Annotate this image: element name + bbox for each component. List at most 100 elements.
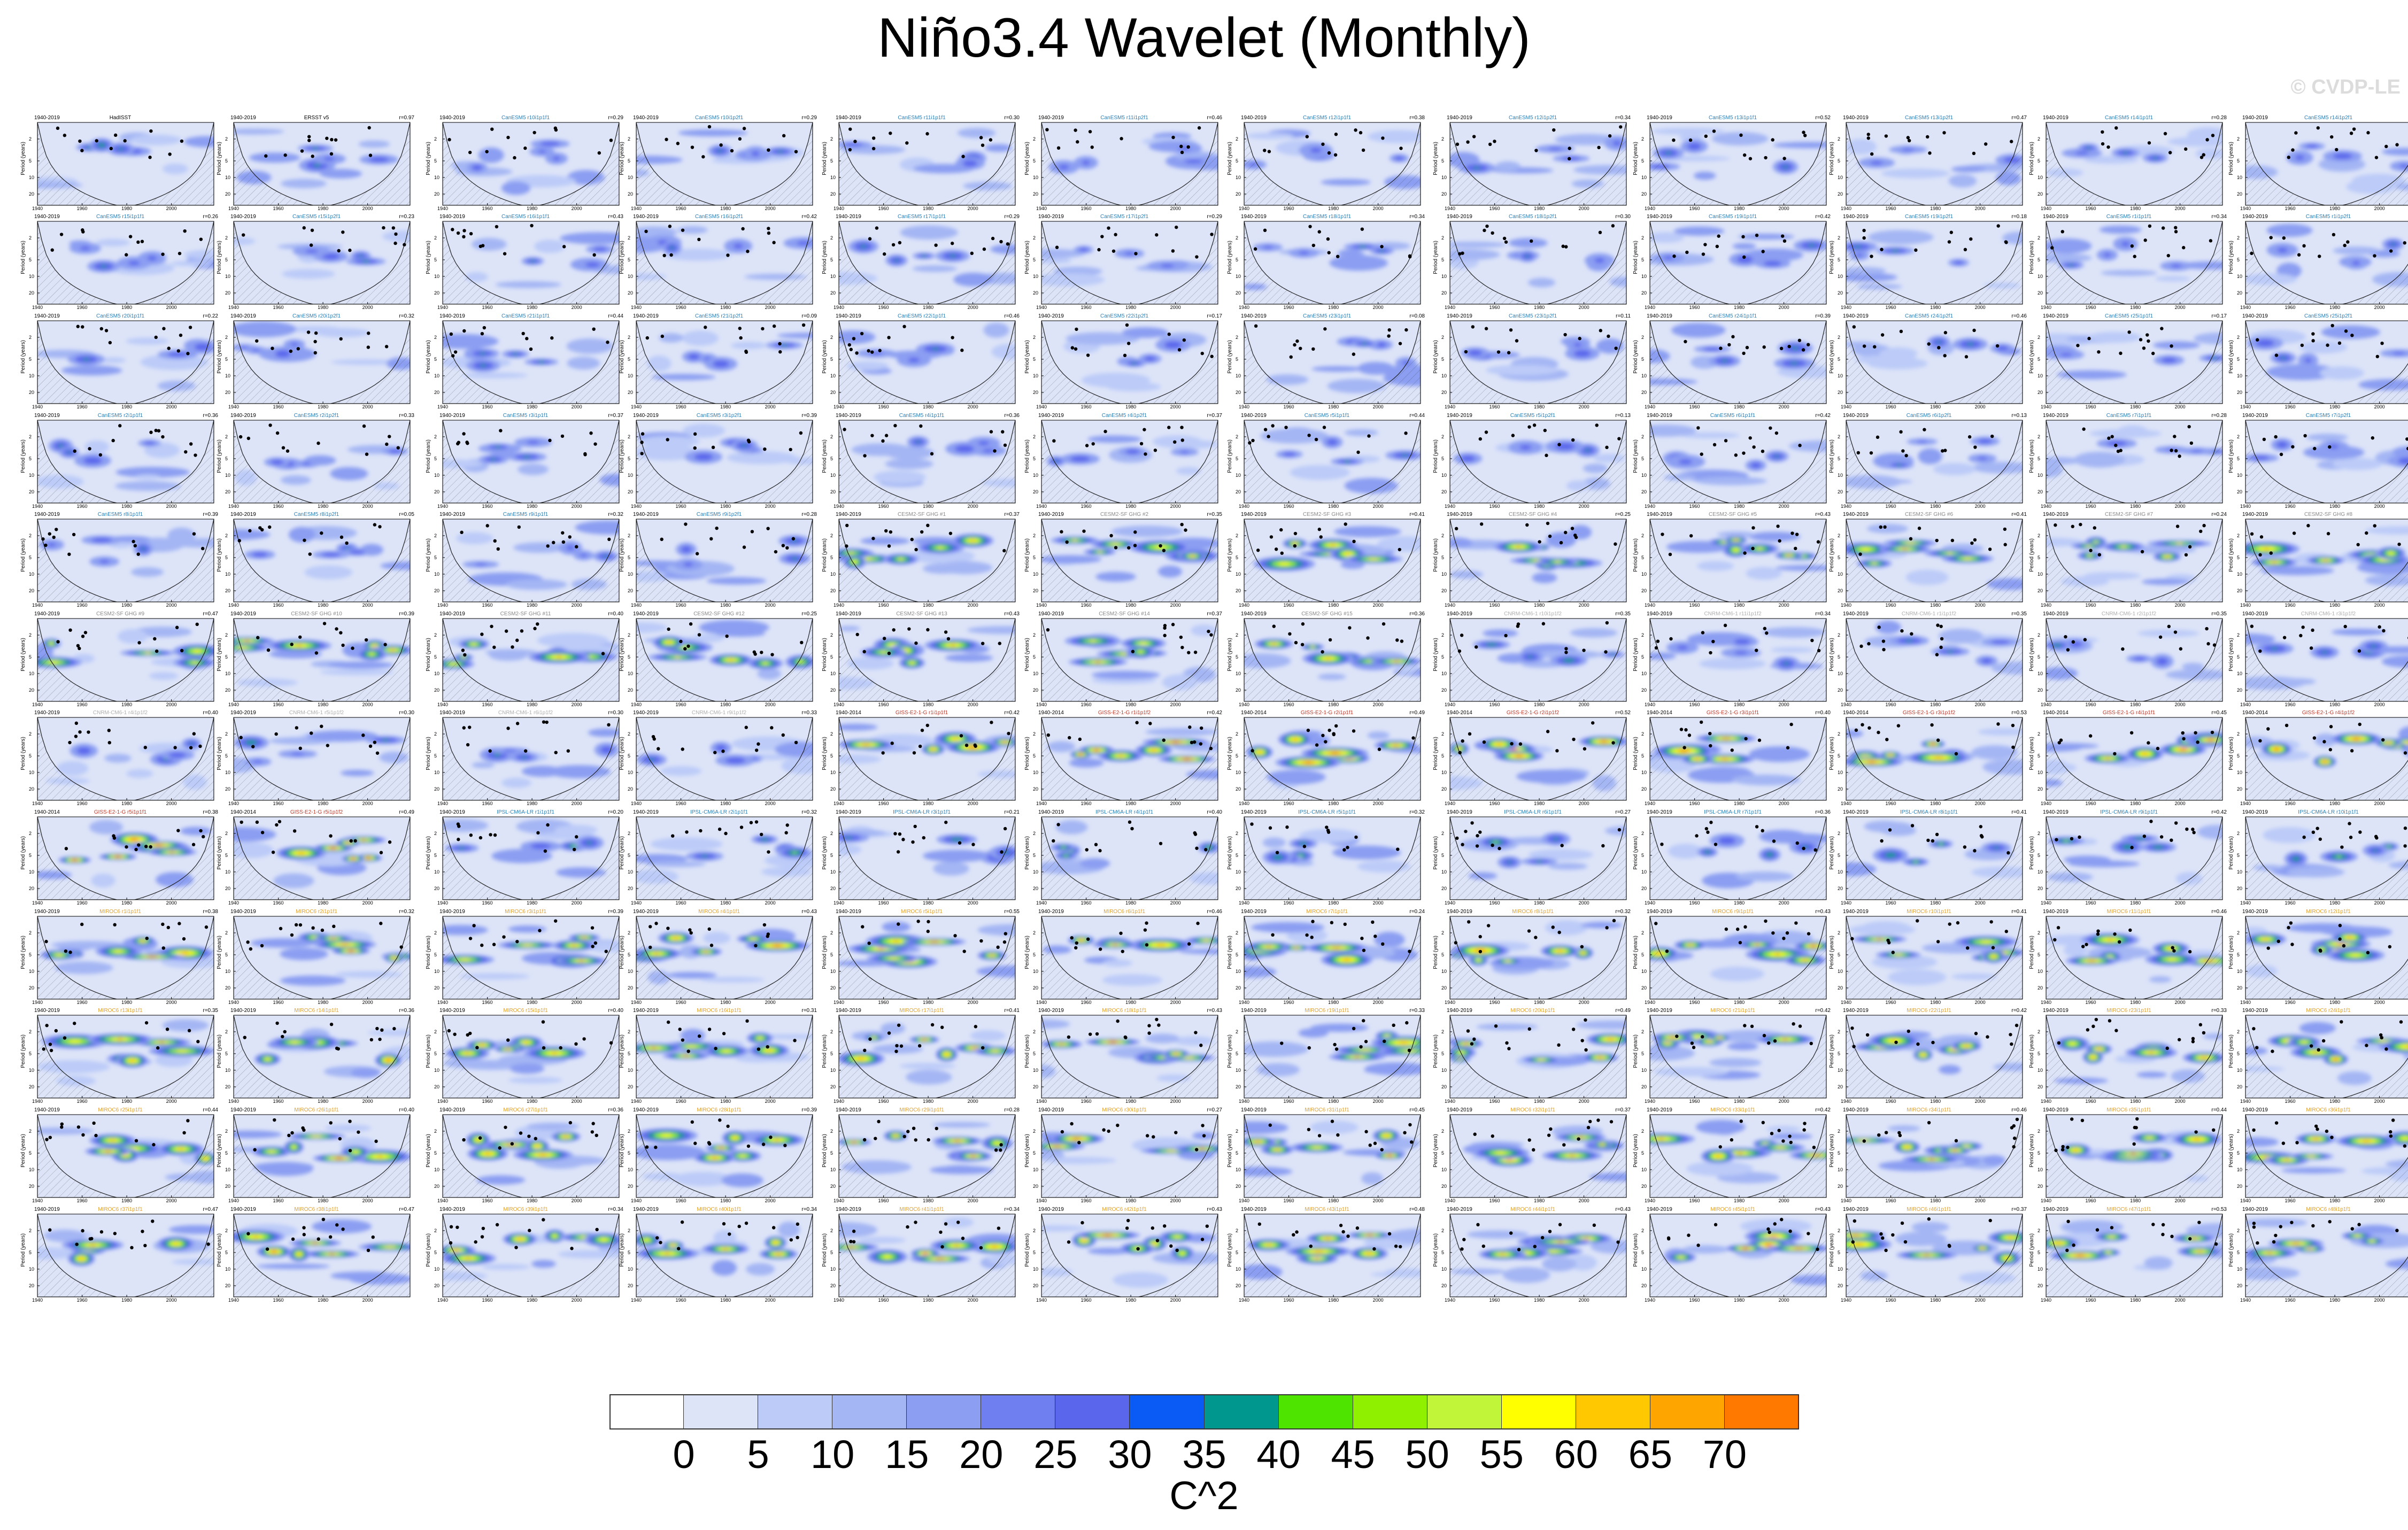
y-tick-label: 10 — [434, 670, 440, 676]
x-tick-label: 1940 — [2041, 504, 2052, 509]
significance-dot — [268, 525, 272, 529]
cone-of-influence-hatch — [234, 519, 410, 602]
significance-dot — [490, 127, 494, 131]
y-tick-label: 2 — [1838, 731, 1841, 737]
significance-dot — [912, 751, 916, 755]
wavelet-panel: 1940-2019 CanESM5 r21i1p1f1 r=0.44 Period (… — [426, 312, 624, 411]
cone-of-influence-hatch — [1846, 321, 2023, 404]
power-blob — [1330, 544, 1336, 546]
x-tick-label: 1940 — [2041, 206, 2052, 211]
significance-dot — [2158, 635, 2163, 639]
power-blob — [1583, 463, 1608, 473]
significance-dot — [2210, 730, 2214, 735]
significance-dot — [1293, 544, 1297, 548]
x-tick-label: 1980 — [720, 404, 731, 409]
panel-dataset-name: CanESM5 r20i1p2f1 — [292, 313, 341, 319]
significance-dot — [843, 428, 846, 431]
wavelet-plot — [1041, 618, 1218, 702]
power-blob — [1757, 547, 1762, 550]
wavelet-plot — [2046, 717, 2223, 801]
significance-dot — [890, 741, 894, 745]
power-blob — [1711, 132, 1769, 146]
significance-dot — [2403, 241, 2406, 245]
significance-dot — [1712, 443, 1717, 447]
power-blob — [839, 330, 876, 344]
significance-dot — [1468, 732, 1472, 736]
significance-dot — [1457, 649, 1462, 653]
significance-dot — [1078, 737, 1082, 741]
power-blob — [76, 747, 91, 754]
significance-dot — [123, 139, 127, 143]
panel-period: 1940-2019 — [1843, 214, 1869, 220]
significance-dot — [2079, 522, 2082, 527]
x-tick-label: 1980 — [1328, 305, 1339, 310]
panel-period: 1940-2019 — [633, 214, 659, 220]
cone-of-influence-hatch — [37, 420, 214, 503]
panel-dataset-name: CanESM5 r16i1p1f1 — [501, 214, 550, 220]
power-blob — [1762, 627, 1826, 638]
significance-dot — [1742, 255, 1746, 259]
y-tick-label: 20 — [29, 191, 35, 197]
significance-dot — [1940, 637, 1944, 641]
significance-dot — [1591, 721, 1595, 725]
y-tick-label: 2 — [29, 533, 32, 538]
y-tick-label: 2 — [628, 434, 631, 439]
x-tick-label: 1940 — [228, 602, 240, 608]
power-blob — [275, 350, 291, 358]
significance-dot — [684, 522, 688, 526]
wavelet-panel: 1940-2019 CanESM5 r18i1p1f1 r=0.34 Period (… — [1227, 213, 1426, 312]
y-tick-label: 10 — [1838, 571, 1843, 577]
power-blob — [470, 643, 477, 645]
significance-dot — [506, 135, 510, 140]
y-tick-label: 5 — [434, 455, 437, 461]
plot-frame — [1244, 420, 1421, 504]
x-tick-label: 2000 — [362, 602, 373, 608]
significance-dot — [1112, 249, 1116, 253]
significance-dot — [480, 331, 484, 336]
cone-of-influence-hatch — [1244, 321, 1421, 404]
y-tick-label: 10 — [1641, 571, 1647, 577]
power-blob — [530, 260, 535, 262]
x-tick-label: 2000 — [1578, 305, 1589, 310]
y-tick-label: 10 — [2037, 273, 2043, 279]
y-tick-label: 5 — [1641, 753, 1645, 759]
power-blob — [567, 357, 600, 370]
significance-dot — [1210, 233, 1214, 236]
power-blob — [314, 328, 370, 338]
panel-dataset-name: CanESM5 r23i1p1f1 — [1302, 313, 1352, 319]
significance-dot — [1323, 327, 1327, 331]
significance-dot — [1267, 435, 1270, 438]
x-tick-label: 1960 — [1080, 602, 1092, 608]
wavelet-plot — [1649, 618, 1827, 702]
power-blob — [2333, 246, 2380, 255]
y-tick-label: 20 — [2237, 290, 2243, 296]
significance-dot — [848, 148, 852, 152]
power-blob — [2390, 160, 2408, 172]
y-tick-label: 10 — [830, 273, 836, 279]
significance-dot — [863, 454, 867, 458]
significance-dot — [2129, 731, 2134, 735]
significance-dot — [384, 345, 389, 349]
significance-dot — [184, 450, 188, 454]
power-blob — [239, 346, 249, 349]
significance-dot — [530, 223, 534, 228]
significance-dot — [1163, 633, 1167, 637]
significance-dot — [1248, 441, 1252, 445]
x-tick-label: 2000 — [967, 602, 978, 608]
significance-dot — [1366, 636, 1370, 640]
panel-correlation: r=0.35 — [2011, 611, 2027, 617]
significance-dot — [266, 648, 271, 652]
significance-dot — [59, 233, 64, 236]
y-axis-label: Period (years) — [2028, 737, 2035, 770]
panel-period: 1940-2019 — [2242, 115, 2268, 121]
wavelet-plot — [1449, 519, 1627, 602]
power-blob — [1846, 341, 1879, 347]
power-blob — [1151, 749, 1157, 752]
panel-correlation: r=0.24 — [2211, 512, 2227, 517]
panel-dataset-name: CanESM5 r25i1p2f1 — [2304, 313, 2353, 319]
x-tick-label: 1980 — [1125, 801, 1137, 806]
plot-frame — [2245, 420, 2408, 504]
significance-dot — [767, 231, 771, 235]
x-tick-label: 2000 — [1778, 602, 1789, 608]
cone-of-influence-hatch — [234, 420, 410, 503]
